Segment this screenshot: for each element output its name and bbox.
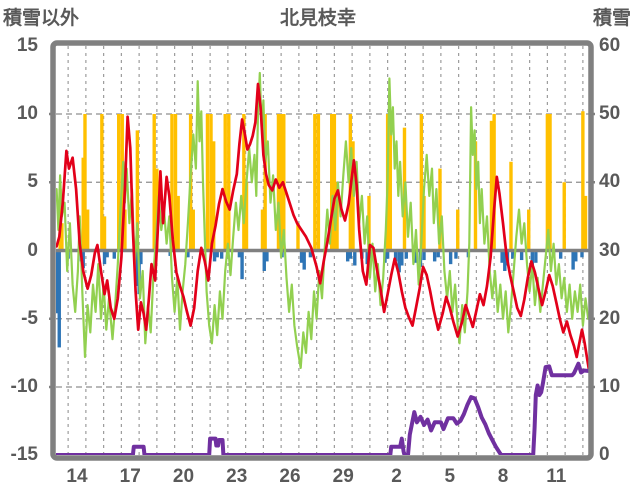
x-axis-tick-label: 8 — [497, 466, 509, 487]
left-axis-tick-label: 15 — [16, 34, 38, 56]
right-axis-title: 積雪 — [592, 8, 631, 29]
left-axis-tick-label: 0 — [27, 239, 38, 261]
left-axis-tick-label: -10 — [10, 376, 38, 397]
left-axis-tick-label: 5 — [27, 171, 38, 193]
left-axis-tick-label: -15 — [10, 444, 38, 466]
right-axis-tick-label: 60 — [599, 35, 621, 56]
plot-border — [50, 40, 594, 461]
x-axis-tick-label: 2 — [391, 466, 402, 487]
left-axis-title: 積雪以外 — [3, 8, 80, 29]
right-axis-tick-label: 30 — [599, 239, 621, 261]
right-axis-tick-label: 40 — [599, 171, 621, 193]
right-axis-tick-label: 20 — [599, 307, 621, 329]
axis-ticks — [49, 112, 595, 389]
x-axis-tick-label: 5 — [444, 466, 456, 487]
right-axis-tick-label: 0 — [599, 444, 610, 465]
left-axis-tick-label: 10 — [16, 103, 38, 124]
right-axis-tick-label: 10 — [599, 375, 621, 397]
x-axis-tick-label: 20 — [172, 466, 195, 487]
x-axis-tick-label: 14 — [66, 466, 88, 487]
x-axis-tick-label: 23 — [226, 466, 248, 487]
x-axis-tick-label: 26 — [279, 466, 301, 487]
chart-title: 北見枝幸 — [279, 8, 357, 29]
plot-series — [56, 46, 589, 455]
x-axis-tick-label: 29 — [332, 466, 354, 487]
x-axis-tick-label: 11 — [546, 466, 567, 487]
purple-line — [56, 361, 589, 455]
right-axis-tick-label: 50 — [599, 103, 621, 125]
x-axis-tick-label: 17 — [119, 466, 141, 487]
red-line — [56, 82, 589, 372]
left-axis-tick-label: -5 — [21, 307, 38, 329]
